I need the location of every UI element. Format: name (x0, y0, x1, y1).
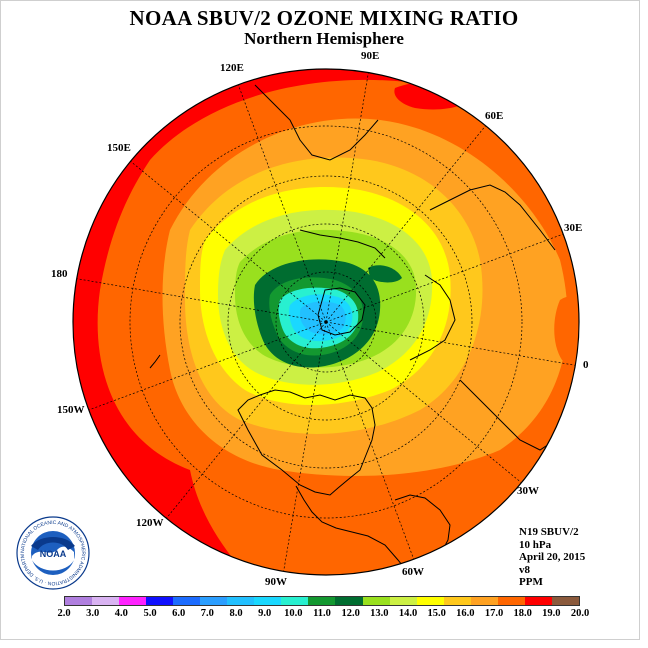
latitude-circle-80 (275, 271, 377, 373)
scale-swatch (92, 597, 120, 605)
coast-asia-north (254, 84, 379, 161)
lon-label-150w: 150W (57, 404, 85, 416)
map-title: NOAA SBUV/2 OZONE MIXING RATIO (129, 6, 519, 30)
field-blue (300, 301, 346, 335)
scale-swatch (65, 597, 93, 605)
scale-swatch (524, 597, 552, 605)
meridian-30e (325, 232, 567, 323)
scale-swatch (335, 597, 363, 605)
lon-label-90w: 90W (265, 576, 287, 588)
scale-swatch (416, 597, 444, 605)
lon-label-60w: 60W (402, 566, 424, 578)
coast-alaska-islands (149, 354, 161, 369)
lon-label-120e: 120E (220, 62, 244, 74)
lon-label-0: 0 (583, 359, 589, 371)
map-boundary (72, 68, 580, 576)
meridian-30w (325, 321, 524, 485)
scale-swatch (173, 597, 201, 605)
scale-tick-label: 10.0 (284, 608, 303, 619)
scale-tick-label: 12.0 (341, 608, 360, 619)
scale-tick-label: 11.0 (313, 608, 331, 619)
latitude-circle-70 (227, 223, 425, 421)
field-orange-patch (554, 296, 579, 361)
scale-tick-label: 5.0 (143, 608, 157, 619)
scale-swatch (470, 597, 498, 605)
ozone-field (73, 69, 579, 575)
coast-east-asia (429, 184, 556, 251)
info-level: 10 hPa (519, 538, 552, 551)
scale-swatch (389, 597, 417, 605)
coast-north-america (237, 389, 376, 496)
coast-europe (409, 274, 456, 361)
scale-tick-label: 6.0 (172, 608, 186, 619)
coast-greenland (317, 287, 366, 336)
scale-swatch (227, 597, 255, 605)
scale-tick-label: 19.0 (542, 608, 561, 619)
graticule (73, 69, 579, 575)
scale-tick-label: 17.0 (484, 608, 504, 619)
scale-tick-label: 18.0 (513, 608, 532, 619)
meridian-60e (325, 123, 488, 323)
scale-swatch (200, 597, 228, 605)
scale-swatch (497, 597, 525, 605)
scale-swatch (362, 597, 390, 605)
color-scale-ticks: 2.0 3.0 4.0 5.0 6.0 7.0 8.0 9.0 10.0 11.0 12.0 13.0… (49, 608, 595, 622)
meridian-150w (85, 321, 327, 412)
scale-tick-label: 9.0 (258, 608, 272, 619)
scale-tick-label: 8.0 (229, 608, 243, 619)
scale-swatch (119, 597, 147, 605)
scale-swatch (254, 597, 282, 605)
latitude-circle-50 (129, 125, 523, 519)
info-date: April 20, 2015 (519, 551, 586, 563)
lon-label-30e: 30E (564, 222, 583, 234)
meridian-150e (128, 159, 327, 323)
info-block: N19 SBUV/2 10 hPa April 20, 2015 v8 PPM (519, 526, 585, 589)
coast-arctic (299, 229, 386, 259)
scale-tick-label: 20.0 (570, 608, 590, 619)
scale-tick-label: 7.0 (200, 608, 214, 619)
info-instrument: N19 SBUV/2 (519, 526, 579, 538)
scale-tick-label: 15.0 (427, 608, 446, 619)
scale-swatch (551, 597, 579, 605)
scale-tick-label: 2.0 (57, 608, 71, 619)
lon-label-180: 180 (51, 268, 68, 280)
scale-swatch (281, 597, 309, 605)
coast-south-america (394, 494, 451, 556)
info-units: PPM (519, 576, 543, 588)
map-subtitle: Northern Hemisphere (244, 29, 404, 48)
figure-frame (0, 0, 640, 640)
latitude-circle-60 (179, 175, 473, 469)
meridian-90e (325, 69, 370, 323)
meridian-120w (164, 321, 327, 521)
lon-label-30w: 30W (517, 485, 539, 497)
scale-swatch (308, 597, 336, 605)
scale-tick-label: 14.0 (398, 608, 418, 619)
meridian-180 (73, 277, 327, 323)
meridian-90w (282, 321, 327, 575)
meridian-0 (325, 321, 579, 367)
logo-wave (32, 546, 74, 571)
scale-tick-label: 3.0 (86, 608, 100, 619)
scale-tick-label: 16.0 (456, 608, 475, 619)
logo-bird (31, 537, 75, 550)
logo-text: NOAA (40, 549, 67, 559)
lon-label-150e: 150E (107, 142, 131, 154)
noaa-logo: NATIONAL OCEANIC AND ATMOSPHERIC ADMINIS… (16, 516, 90, 590)
color-scale-bar (64, 596, 580, 606)
lon-label-60e: 60E (485, 110, 504, 122)
scale-tick-label: 13.0 (370, 608, 389, 619)
scale-swatch (146, 597, 174, 605)
field-dark-green-patch (368, 265, 402, 283)
info-version: v8 (519, 563, 530, 576)
scale-tick-label: 4.0 (114, 608, 128, 619)
scale-swatch (443, 597, 471, 605)
lon-label-120w: 120W (136, 517, 164, 529)
lon-label-90e: 90E (361, 50, 380, 62)
